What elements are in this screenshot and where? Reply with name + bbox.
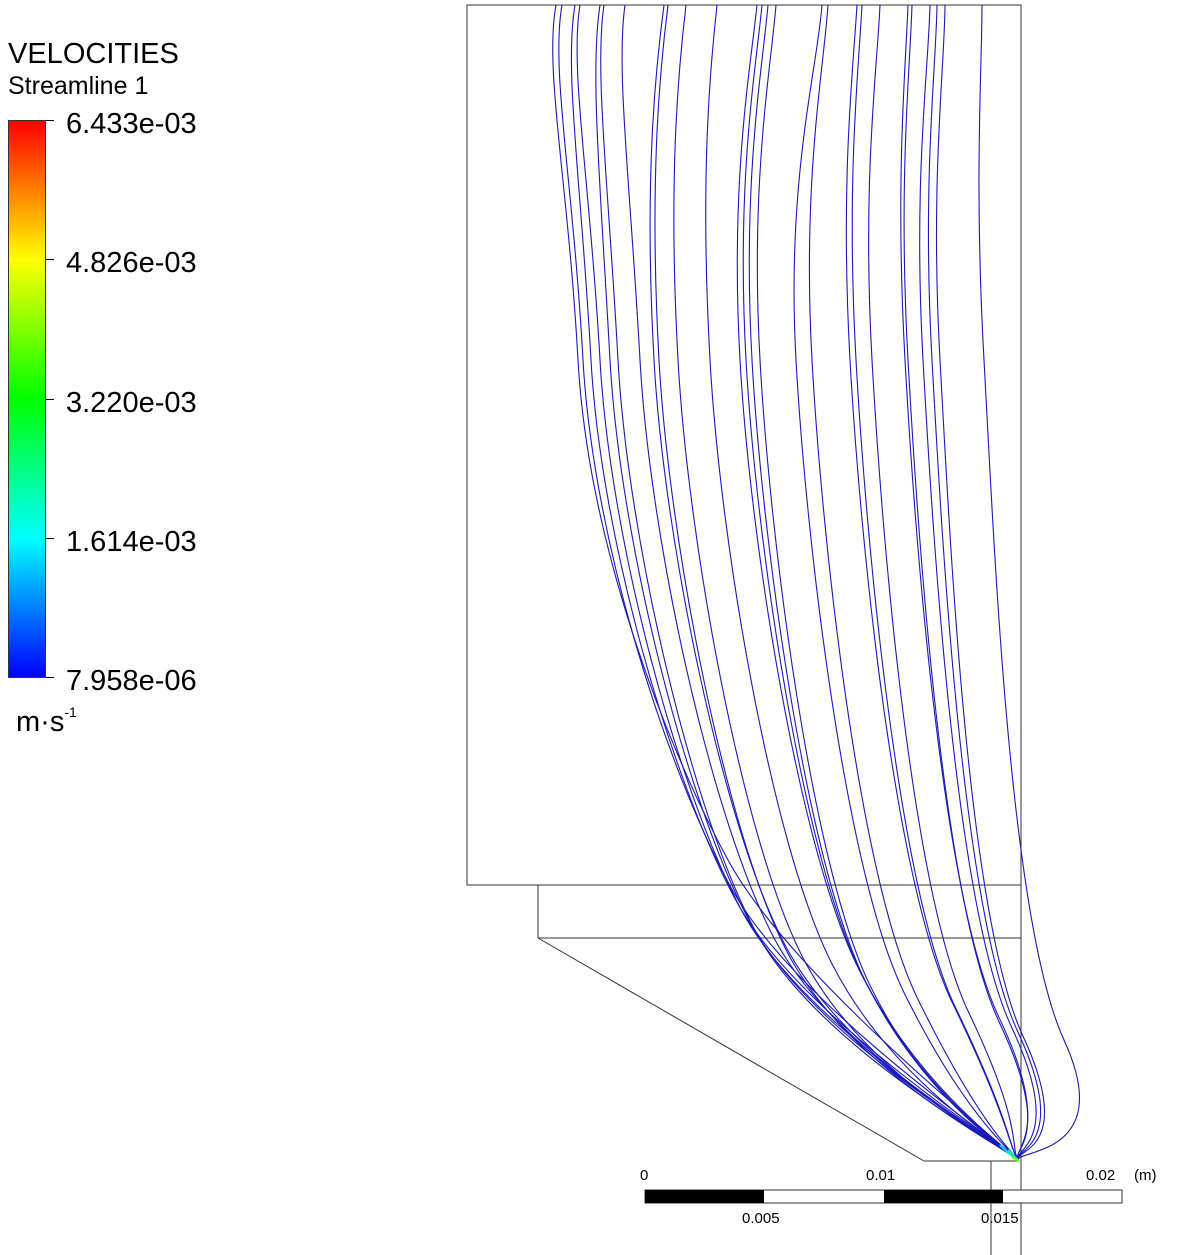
color-bar-tick bbox=[46, 399, 54, 400]
streamline bbox=[654, 4, 1020, 1162]
streamline bbox=[919, 4, 1037, 1162]
streamline bbox=[558, 4, 1020, 1162]
streamline bbox=[600, 4, 1020, 1162]
legend-unit-exponent: -1 bbox=[64, 704, 77, 720]
color-bar-tick bbox=[46, 259, 54, 260]
scale-label: 0.01 bbox=[866, 1167, 896, 1184]
legend-unit-text: m·s bbox=[16, 706, 65, 738]
streamline bbox=[736, 4, 1020, 1162]
color-bar-tick bbox=[46, 538, 54, 539]
legend-title: VELOCITIES bbox=[8, 38, 179, 70]
streamline bbox=[935, 4, 1045, 1162]
scale-bar-segment bbox=[645, 1190, 764, 1203]
streamline bbox=[978, 4, 1080, 1162]
scale-label: 0.015 bbox=[981, 1210, 1019, 1227]
streamline bbox=[868, 4, 1020, 1162]
streamline bbox=[705, 4, 1020, 1162]
streamline bbox=[756, 4, 1020, 1162]
streamline bbox=[845, 4, 1020, 1162]
legend-unit: m·s-1 bbox=[16, 704, 77, 739]
streamline bbox=[808, 4, 1020, 1162]
scale-label: 0 bbox=[640, 1167, 649, 1184]
streamline bbox=[552, 4, 1020, 1162]
streamline bbox=[742, 4, 1020, 1162]
legend-value: 4.826e-03 bbox=[66, 247, 197, 279]
color-bar-tick bbox=[46, 677, 54, 678]
cone-wall bbox=[537, 937, 925, 1162]
legend-max-value: 6.433e-03 bbox=[66, 108, 197, 140]
streamline bbox=[621, 4, 1020, 1162]
streamline bbox=[649, 4, 1020, 1162]
streamlines bbox=[552, 4, 1080, 1162]
color-bar bbox=[8, 120, 46, 678]
scale-unit: (m) bbox=[1134, 1167, 1157, 1184]
scale-bar-segment bbox=[884, 1190, 1003, 1203]
legend-value: 1.614e-03 bbox=[66, 526, 197, 558]
legend-subtitle: Streamline 1 bbox=[8, 72, 149, 100]
scale-label: 0.02 bbox=[1086, 1167, 1116, 1184]
streamline-fast-segment bbox=[1011, 1156, 1020, 1162]
streamline bbox=[570, 4, 1020, 1162]
scale-bar bbox=[644, 1189, 1123, 1204]
streamline bbox=[595, 4, 1020, 1162]
streamline bbox=[903, 4, 1029, 1162]
domain-outline bbox=[466, 4, 1022, 1255]
legend-value: 3.220e-03 bbox=[66, 387, 197, 419]
outlet-hotspot bbox=[999, 1144, 1020, 1162]
color-bar-tick bbox=[46, 120, 54, 121]
upper-chamber-outline bbox=[466, 4, 1022, 886]
streamline bbox=[900, 4, 1029, 1162]
scale-label: 0.005 bbox=[742, 1210, 780, 1227]
streamline bbox=[851, 4, 1020, 1162]
streamline bbox=[927, 4, 1042, 1162]
legend-min-value: 7.958e-06 bbox=[66, 665, 197, 697]
streamline bbox=[793, 4, 1020, 1162]
streamline bbox=[673, 4, 1020, 1162]
